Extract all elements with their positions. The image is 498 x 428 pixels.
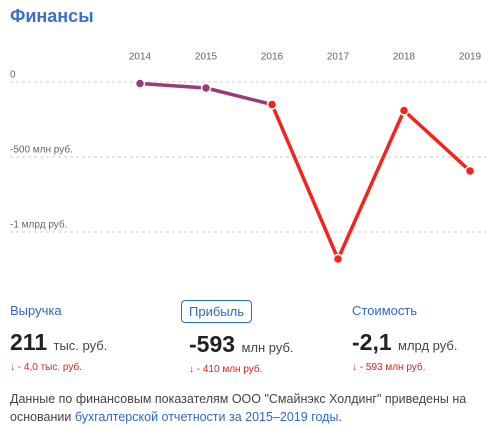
- metric-unit: млрд руб.: [398, 338, 458, 353]
- metric-value-row: -593 млн руб.: [189, 331, 349, 358]
- metric-tab[interactable]: Стоимость: [352, 303, 418, 318]
- footer-text-end: .: [338, 410, 342, 424]
- line-segment: [402, 108, 472, 173]
- metric-tab[interactable]: Выручка: [10, 303, 62, 318]
- y-tick-label: -500 млн руб.: [10, 144, 73, 156]
- chart: 0 -500 млн руб. -1 млрд руб. 2014 2015 2016 20…: [10, 52, 490, 265]
- footer: Данные по финансовым показателям ООО "См…: [10, 390, 490, 426]
- metric-unit: тыс. руб.: [53, 338, 108, 353]
- metric: Прибыль -593 млн руб. ↓ - 410 млн руб.: [181, 300, 349, 375]
- metric-change: ↓ - 4,0 тыс. руб.: [10, 362, 82, 373]
- metric: Стоимость -2,1 млрд руб. ↓ - 593 млн руб…: [352, 300, 498, 373]
- point: [266, 99, 278, 110]
- line-segment: [204, 86, 274, 107]
- metric-unit: млн руб.: [241, 340, 294, 355]
- metric-value: 211: [10, 329, 48, 355]
- point: [134, 78, 146, 89]
- line-segment: [138, 81, 208, 90]
- footer-text: Данные по финансовым показателям ООО "См…: [10, 392, 467, 424]
- point: [398, 105, 410, 116]
- footer-link[interactable]: бухгалтерской отчетности за 2015–2019 го…: [74, 410, 339, 424]
- point: [200, 82, 212, 94]
- x-tick-label: 2014: [129, 52, 152, 63]
- title: Финансы: [10, 6, 94, 26]
- x-tick-label: 2016: [261, 52, 284, 63]
- x-tick-label: 2018: [393, 52, 416, 63]
- metric-change: ↓ - 593 млн руб.: [352, 362, 426, 373]
- x-tick-label: 2017: [327, 52, 350, 63]
- y-tick-label: 0: [10, 70, 16, 81]
- x-tick-label: 2015: [195, 52, 218, 63]
- x-tick-label: 2019: [459, 52, 482, 63]
- metric-value-row: -2,1 млрд руб.: [352, 329, 498, 356]
- line-segment: [270, 102, 340, 261]
- metric: Выручка 211 тыс. руб. ↓ - 4,0 тыс. руб.: [10, 300, 170, 373]
- metric-change: ↓ - 410 млн руб.: [189, 364, 263, 375]
- metric-value-row: 211 тыс. руб.: [10, 329, 170, 356]
- metric-value: -593: [189, 331, 236, 357]
- metric-value: -2,1: [352, 329, 392, 355]
- metric-tab[interactable]: Прибыль: [181, 300, 252, 323]
- y-tick-label: -1 млрд руб.: [10, 219, 67, 231]
- line-segment: [336, 108, 406, 261]
- point: [332, 253, 344, 265]
- point: [464, 165, 476, 177]
